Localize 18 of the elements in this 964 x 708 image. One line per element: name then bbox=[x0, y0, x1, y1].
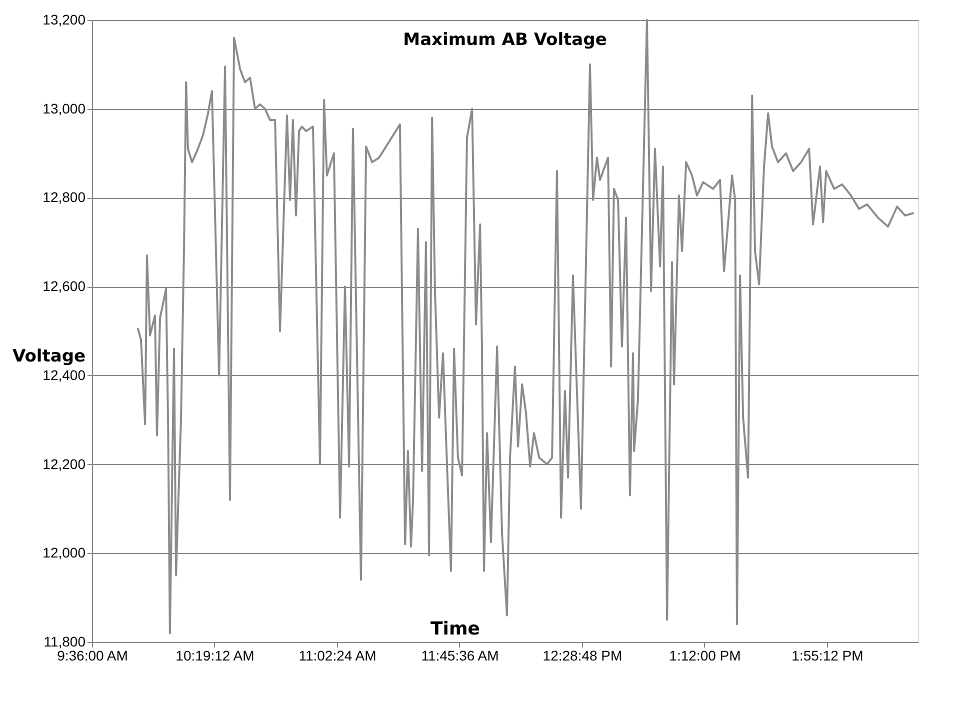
y-tick-label: 11,800 bbox=[44, 634, 86, 650]
y-tick-label: 12,200 bbox=[42, 456, 86, 472]
text: Maximum AB Voltage bbox=[403, 30, 607, 50]
y-tick-label: 13,000 bbox=[42, 100, 86, 116]
y-tick-label: 12,800 bbox=[42, 189, 86, 206]
x-axis-title: Time bbox=[430, 618, 480, 640]
y-axis-title: Voltage bbox=[12, 346, 86, 366]
x-tick-label: 11:45:36 AM bbox=[421, 648, 499, 664]
x-tick-label: 10:19:12 AM bbox=[176, 648, 254, 664]
y-tick-label: 12,400 bbox=[42, 366, 86, 383]
x-tick-label: 1:55:12 PM bbox=[792, 648, 864, 664]
y-tick-label: 12,000 bbox=[42, 544, 86, 561]
x-tick-label: 1:12:00 PM bbox=[669, 648, 741, 664]
y-tick-label: 12,600 bbox=[42, 278, 86, 294]
y-tick-label: 13,200 bbox=[42, 12, 86, 28]
x-tick-label: 11:02:24 AM bbox=[298, 648, 376, 664]
x-tick-label: 12:28:48 PM bbox=[542, 648, 622, 664]
x-tick-label: 9:36:00 AM bbox=[57, 648, 128, 664]
